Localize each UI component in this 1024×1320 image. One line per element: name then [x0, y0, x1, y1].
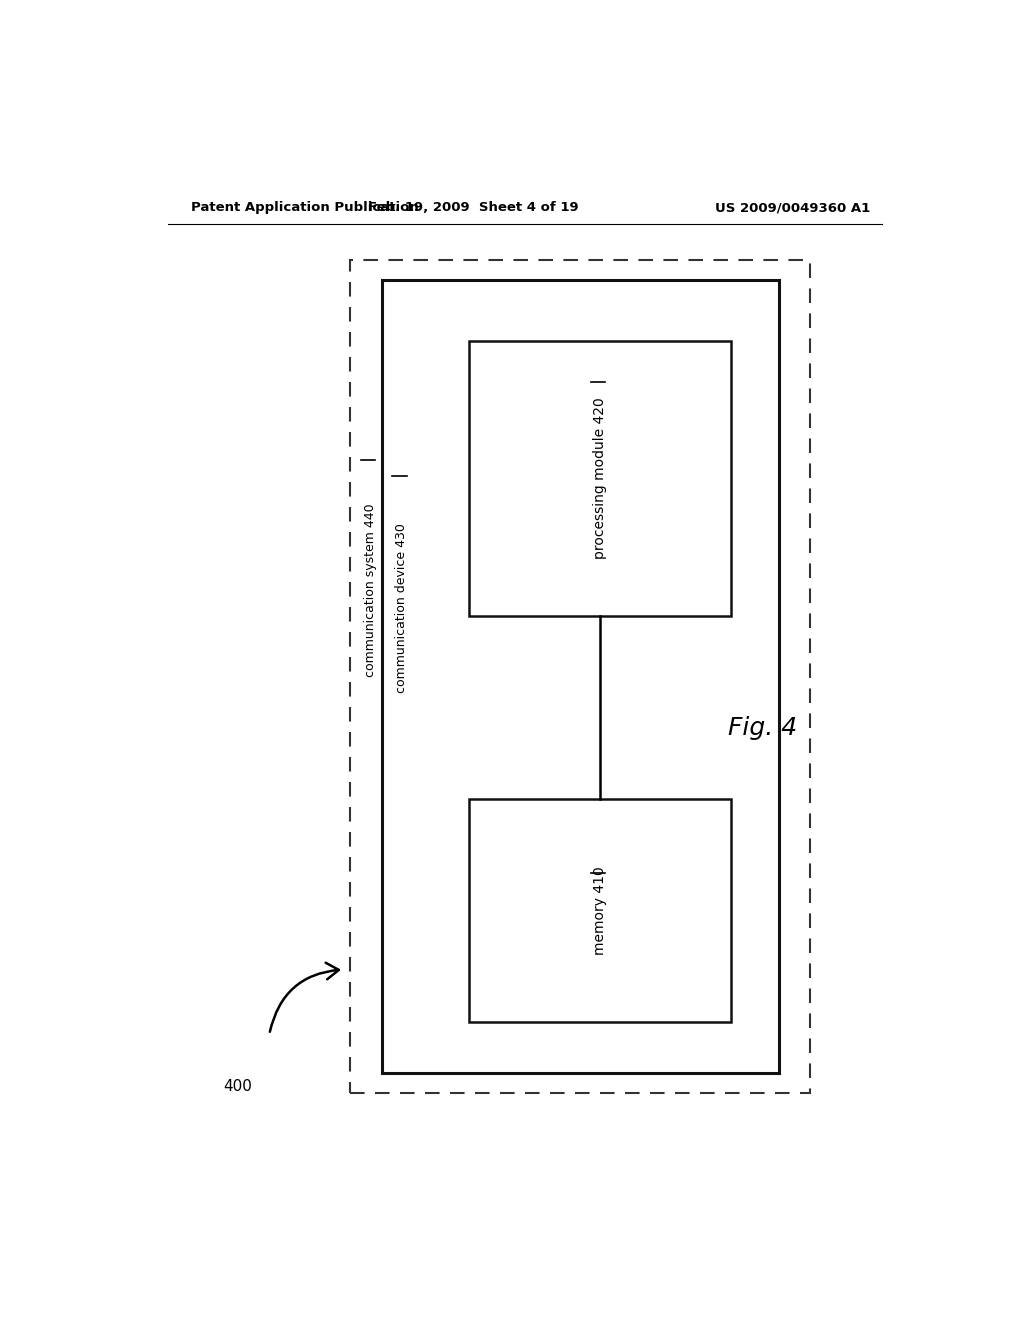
FancyBboxPatch shape: [350, 260, 811, 1093]
Text: communication device 430: communication device 430: [395, 523, 409, 693]
Text: memory 410: memory 410: [593, 866, 607, 954]
Text: Feb. 19, 2009  Sheet 4 of 19: Feb. 19, 2009 Sheet 4 of 19: [368, 201, 579, 214]
Text: US 2009/0049360 A1: US 2009/0049360 A1: [715, 201, 870, 214]
FancyBboxPatch shape: [469, 342, 731, 615]
Text: processing module 420: processing module 420: [593, 397, 607, 560]
Text: communication system 440: communication system 440: [364, 503, 377, 677]
Text: Patent Application Publication: Patent Application Publication: [191, 201, 419, 214]
FancyBboxPatch shape: [382, 280, 779, 1073]
FancyArrowPatch shape: [270, 962, 339, 1032]
Text: Fig. 4: Fig. 4: [728, 715, 798, 739]
FancyBboxPatch shape: [469, 799, 731, 1022]
Text: 400: 400: [223, 1078, 252, 1094]
